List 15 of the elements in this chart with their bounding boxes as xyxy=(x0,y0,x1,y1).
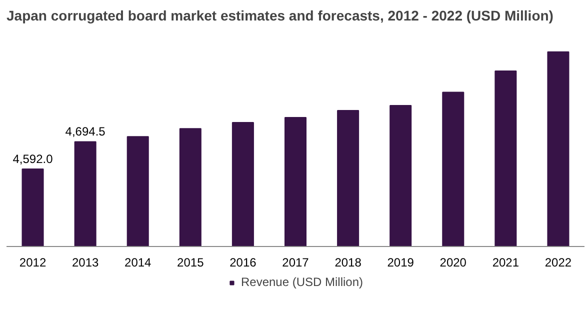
x-tick-label: 2021 xyxy=(492,256,520,270)
x-tick-label: 2018 xyxy=(334,256,362,270)
x-tick-label: 2017 xyxy=(282,256,310,270)
data-label: 4,694.5 xyxy=(65,124,106,139)
legend-label: Revenue (USD Million) xyxy=(240,275,364,289)
x-tick-label: 2020 xyxy=(440,256,467,270)
chart-title: Japan corrugated board market estimates and forecasts, 2012 - 2022 (USD Million) xyxy=(6,8,554,24)
x-tick-label: 2019 xyxy=(387,256,414,270)
x-tick-label: 2013 xyxy=(72,256,99,270)
data-label: 4,592.0 xyxy=(12,152,54,166)
x-tick-label: 2022 xyxy=(544,256,572,270)
x-tick-label: 2016 xyxy=(230,256,257,270)
x-tick-label: 2012 xyxy=(19,256,46,270)
x-tick-label: 2014 xyxy=(124,256,152,270)
x-tick-label: 2015 xyxy=(177,256,204,270)
